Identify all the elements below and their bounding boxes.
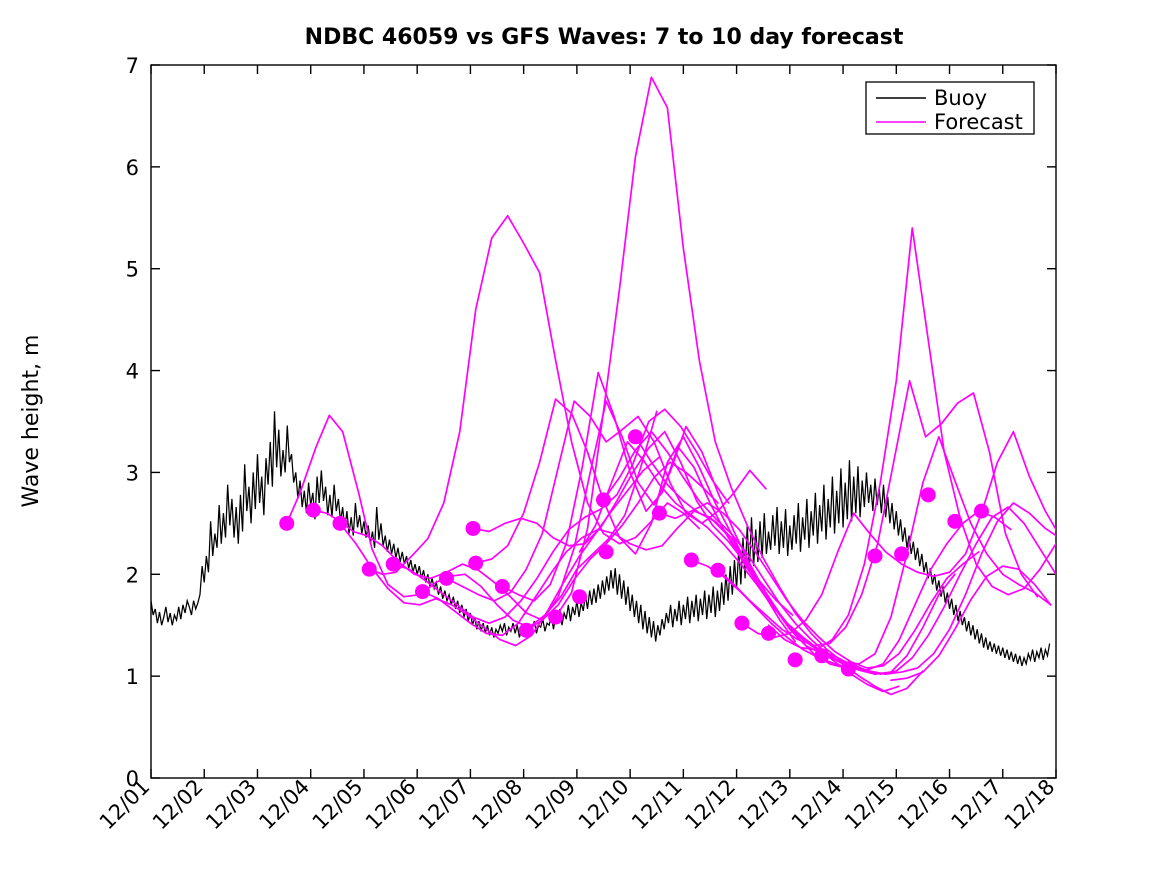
forecast-marker-layer	[279, 429, 989, 677]
forecast-series-line	[392, 408, 730, 625]
forecast-issue-marker	[787, 652, 803, 668]
y-tick-label: 6	[126, 156, 139, 180]
forecast-series-line	[285, 410, 658, 629]
forecast-issue-marker	[596, 492, 611, 508]
y-tick-label: 0	[126, 767, 139, 791]
forecast-issue-marker	[279, 515, 295, 531]
legend-background	[865, 81, 1035, 135]
forecast-series-line	[794, 435, 1052, 665]
forecast-issue-marker	[627, 429, 643, 445]
y-axis-title: Wave height, m	[19, 335, 44, 508]
forecast-issue-marker	[572, 589, 588, 605]
forecast-series-line	[312, 461, 719, 621]
forecast-issue-marker	[734, 615, 750, 631]
forecast-series-line	[421, 510, 743, 637]
data-series-layer	[151, 76, 1056, 696]
y-tick-label: 5	[126, 258, 139, 282]
y-tick-label: 7	[126, 54, 139, 78]
forecast-series-line	[741, 430, 1056, 639]
y-tick-label: 4	[126, 360, 139, 384]
forecast-issue-marker	[305, 502, 321, 518]
legend-entry-forecast[interactable]: Forecast	[876, 110, 1023, 134]
y-tick-label: 2	[126, 563, 139, 587]
forecast-issue-marker	[415, 584, 430, 600]
legend-label-buoy: Buoy	[934, 86, 987, 110]
forecast-series-line	[501, 371, 823, 655]
forecast-series-line	[847, 506, 1056, 675]
forecast-issue-marker	[894, 546, 910, 562]
forecast-issue-marker	[920, 487, 936, 503]
chart-legend[interactable]: Buoy Forecast	[865, 81, 1035, 135]
forecast-issue-marker	[761, 625, 777, 641]
y-axis-ticks: 0 1 2 3 4 5 6 7	[126, 54, 1056, 791]
forecast-issue-marker	[840, 661, 856, 677]
y-tick-label: 1	[126, 665, 139, 689]
forecast-issue-marker	[814, 648, 830, 664]
forecast-issue-marker	[518, 622, 534, 638]
legend-label-forecast: Forecast	[934, 110, 1023, 134]
forecast-issue-marker	[548, 609, 564, 625]
y-tick-label: 3	[126, 461, 139, 485]
forecast-issue-marker	[438, 570, 454, 586]
forecast-issue-marker	[361, 561, 377, 577]
forecast-issue-marker	[683, 552, 699, 568]
forecast-issue-marker	[973, 503, 989, 519]
forecast-issue-marker	[494, 579, 510, 595]
forecast-issue-marker	[468, 555, 484, 571]
chart-title: NDBC 46059 vs GFS Waves: 7 to 10 day for…	[305, 25, 904, 50]
forecast-issue-marker	[651, 505, 667, 521]
forecast-series-line	[634, 435, 956, 675]
forecast-issue-marker	[947, 513, 963, 529]
forecast-issue-marker	[598, 544, 614, 560]
plot-frame	[150, 64, 1057, 779]
forecast-issue-marker	[332, 515, 348, 531]
forecast-series-line	[658, 502, 980, 669]
forecast-issue-marker	[385, 556, 401, 572]
forecast-series-line	[368, 214, 701, 576]
forecast-issue-marker	[710, 562, 726, 578]
forecast-issue-marker	[465, 520, 481, 536]
forecast-series-line	[767, 227, 1056, 651]
forecast-issue-marker	[867, 548, 883, 564]
legend-entry-buoy[interactable]: Buoy	[876, 86, 987, 110]
forecast-series-line	[890, 565, 1052, 682]
forecast-series-line	[602, 430, 924, 696]
